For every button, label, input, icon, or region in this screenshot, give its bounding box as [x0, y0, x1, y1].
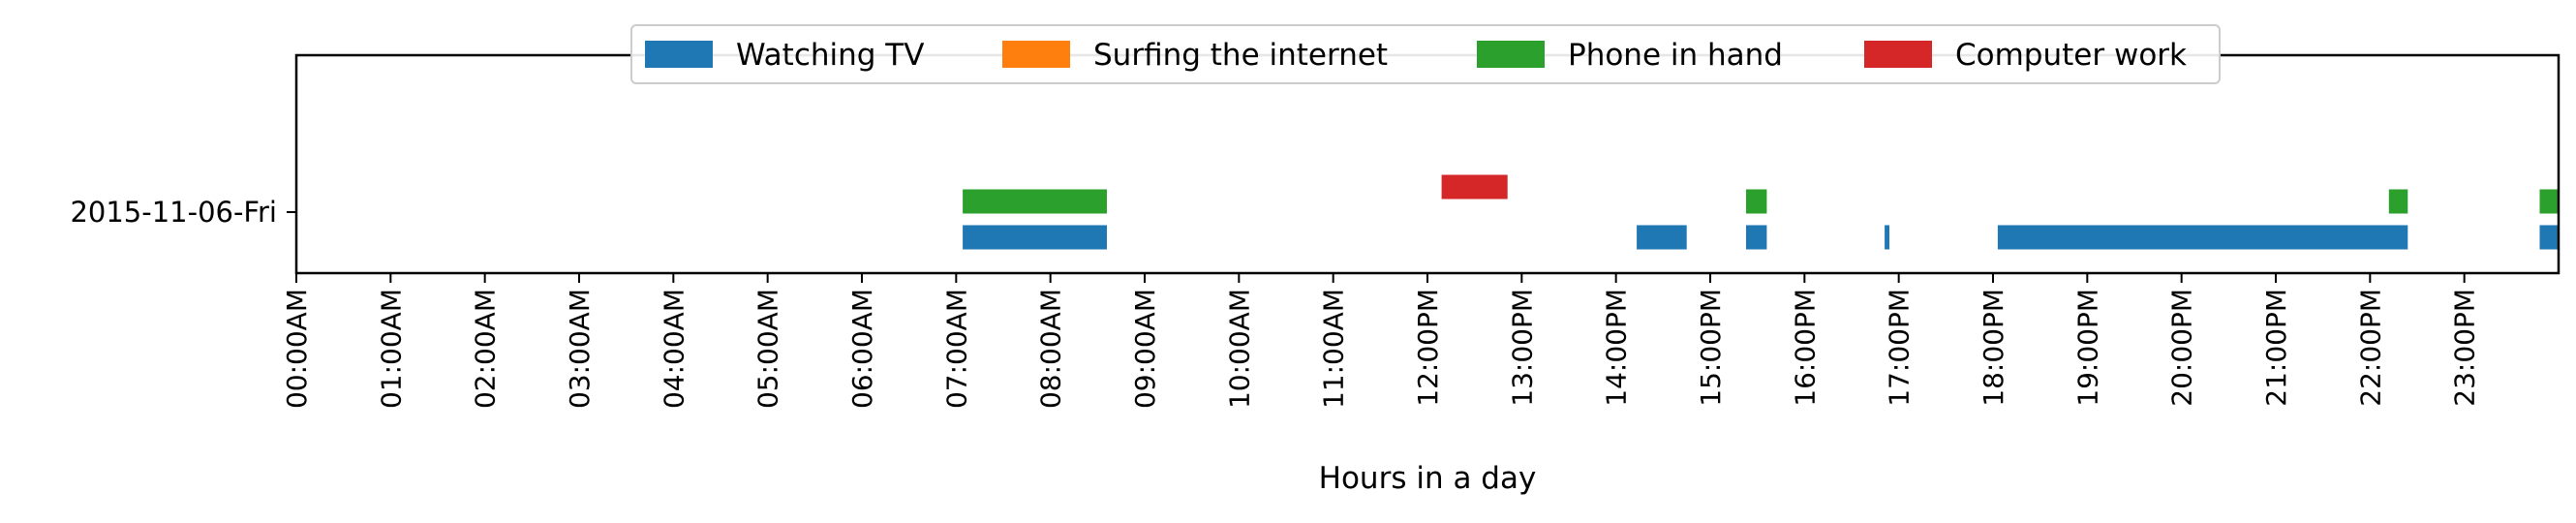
phone-in-hand-bar	[963, 189, 1107, 214]
computer-work-bar	[1441, 174, 1508, 200]
x-tick-label: 12:00PM	[1412, 289, 1444, 407]
watching-tv-bar	[1997, 225, 2408, 250]
x-axis-label: Hours in a day	[1319, 461, 1537, 496]
x-tick-label: 00:00AM	[281, 289, 313, 409]
bars-layer	[963, 174, 2559, 250]
phone-in-hand-bar	[2388, 189, 2408, 214]
x-tick-label: 20:00PM	[2166, 289, 2198, 407]
legend-label-watching-tv: Watching TV	[736, 38, 924, 73]
legend-swatch-computer-work	[1864, 41, 1932, 68]
x-tick-label: 22:00PM	[2354, 289, 2386, 407]
x-tick-label: 23:00PM	[2449, 289, 2481, 407]
x-tick-label: 19:00PM	[2071, 289, 2103, 407]
watching-tv-bar	[1746, 225, 1767, 250]
x-tick-label: 14:00PM	[1601, 289, 1633, 407]
phone-in-hand-bar	[1746, 189, 1767, 214]
x-tick-label: 15:00PM	[1695, 289, 1727, 407]
x-tick-label: 02:00AM	[470, 289, 502, 409]
watching-tv-bar	[1637, 225, 1687, 250]
legend-swatch-watching-tv	[645, 41, 713, 68]
legend-label-surfing-the-internet: Surfing the internet	[1093, 38, 1388, 73]
x-tick-label: 01:00AM	[375, 289, 407, 409]
legend-label-computer-work: Computer work	[1955, 38, 2187, 73]
legend-swatch-surfing-the-internet	[1002, 41, 1070, 68]
x-tick-label: 04:00AM	[658, 289, 690, 409]
legend: Watching TV Surfing the internet Phone in …	[630, 24, 2221, 84]
x-tick-label: 17:00PM	[1884, 289, 1916, 407]
x-axis: 00:00AM 01:00AM 02:00AM 03:00AM 04:00AM 05:00…	[281, 273, 2481, 409]
x-tick-label: 16:00PM	[1789, 289, 1821, 407]
x-tick-label: 03:00AM	[564, 289, 596, 409]
legend-label-phone-in-hand: Phone in hand	[1568, 38, 1783, 73]
watching-tv-bar	[2539, 225, 2559, 250]
x-tick-label: 13:00PM	[1506, 289, 1538, 407]
x-tick-label: 05:00AM	[752, 289, 784, 409]
x-tick-label: 09:00AM	[1129, 289, 1161, 409]
x-tick-label: 21:00PM	[2260, 289, 2292, 407]
legend-swatch-phone-in-hand	[1477, 41, 1545, 68]
x-tick-label: 11:00AM	[1318, 289, 1350, 409]
phone-in-hand-bar	[2539, 189, 2559, 214]
watching-tv-bar	[1885, 225, 1889, 250]
y-axis: 2015-11-06-Fri	[70, 196, 296, 229]
x-tick-label: 06:00AM	[846, 289, 878, 409]
x-tick-label: 10:00AM	[1223, 289, 1255, 409]
x-tick-label: 07:00AM	[940, 289, 972, 409]
y-tick-label: 2015-11-06-Fri	[70, 196, 277, 229]
legend-items: Watching TV Surfing the internet Phone in …	[645, 38, 2187, 73]
x-tick-label: 08:00AM	[1035, 289, 1067, 409]
watching-tv-bar	[963, 225, 1107, 250]
legend-frame	[630, 24, 2221, 84]
x-tick-label: 18:00PM	[1978, 289, 2009, 407]
